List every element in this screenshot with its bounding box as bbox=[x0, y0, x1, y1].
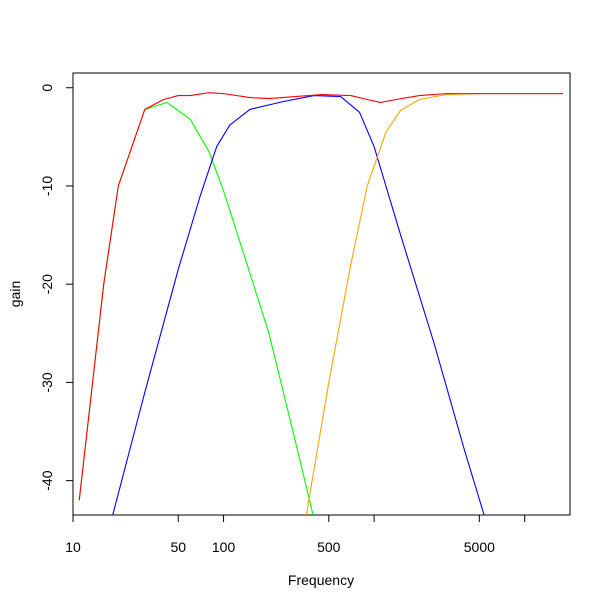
y-tick-label: -10 bbox=[39, 176, 55, 196]
series-line-3 bbox=[305, 93, 564, 515]
y-axis-label: gain bbox=[7, 281, 23, 307]
series-layer bbox=[78, 92, 564, 515]
plot-frame bbox=[72, 72, 571, 516]
x-axis: 10 50 100 500 5000 bbox=[65, 515, 526, 555]
y-tick-label: -40 bbox=[39, 470, 55, 490]
x-tick-label: 5000 bbox=[464, 539, 495, 555]
x-tick-label: 500 bbox=[317, 539, 341, 555]
x-axis-label: Frequency bbox=[288, 572, 354, 588]
y-tick-label: -20 bbox=[39, 274, 55, 294]
series-line-2 bbox=[112, 95, 485, 515]
x-tick-label: 10 bbox=[65, 539, 81, 555]
y-tick-label: -30 bbox=[39, 372, 55, 392]
y-axis: 0 -10 -20 -30 -40 bbox=[39, 84, 73, 491]
series-line-4 bbox=[78, 92, 564, 501]
x-tick-label: 100 bbox=[212, 539, 236, 555]
series-line-1 bbox=[78, 101, 314, 515]
y-tick-label: 0 bbox=[39, 84, 55, 92]
x-tick-label: 50 bbox=[170, 539, 186, 555]
